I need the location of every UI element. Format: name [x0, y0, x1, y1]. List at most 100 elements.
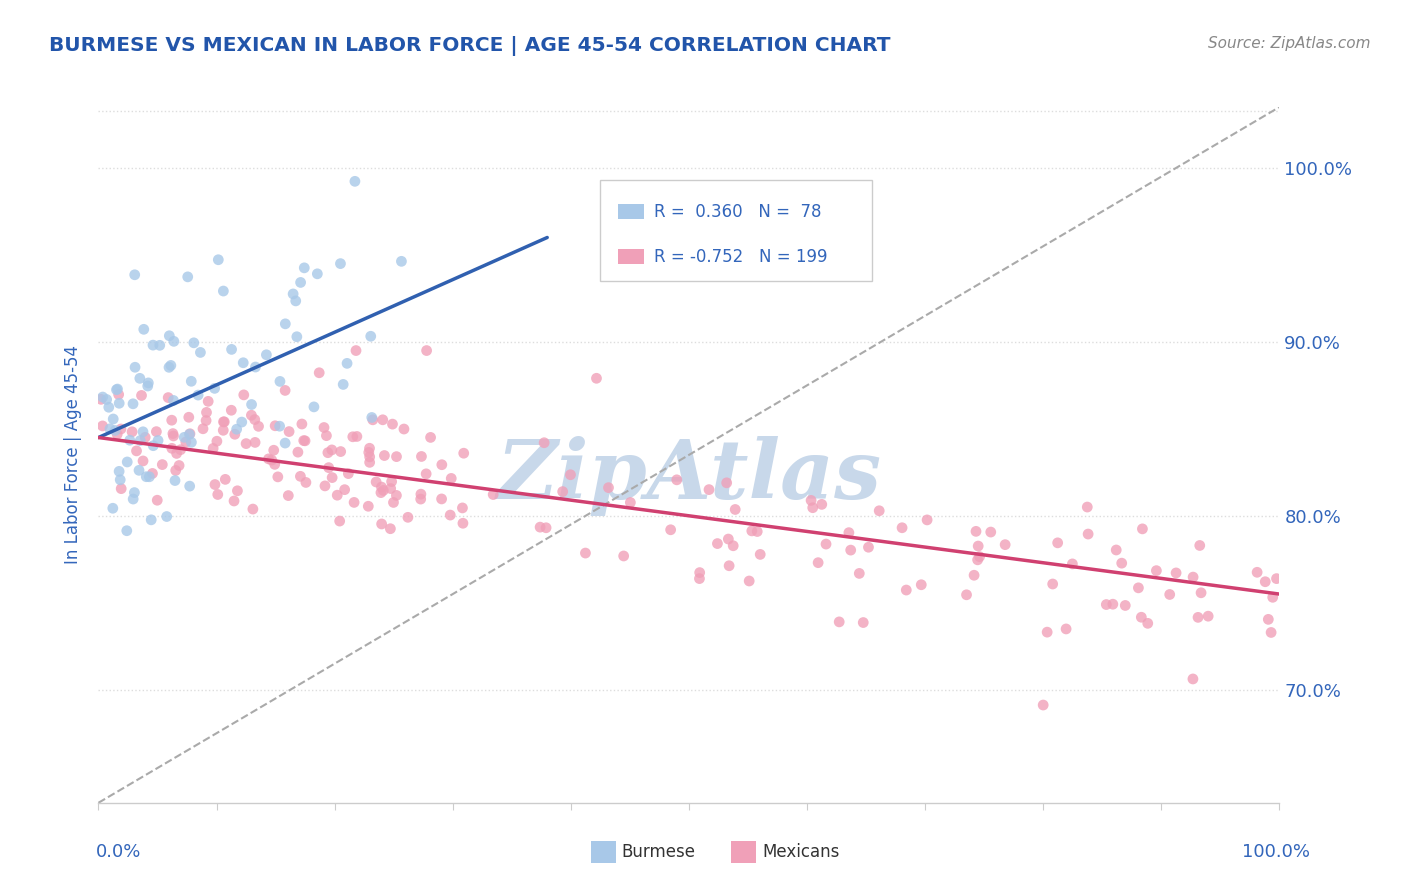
Point [110, 473, 132, 487]
Point [963, 568, 986, 582]
Point [396, 510, 419, 524]
Point [1128, 581, 1150, 595]
Point [385, 450, 408, 464]
Point [179, 426, 201, 441]
Point [415, 467, 437, 481]
Point [1144, 564, 1167, 578]
Point [195, 413, 218, 427]
Point [1265, 572, 1288, 586]
Point [800, 493, 823, 508]
Point [411, 450, 433, 464]
Point [1261, 591, 1284, 605]
Point [221, 343, 243, 357]
Point [104, 424, 127, 438]
Point [150, 458, 173, 472]
Point [135, 469, 157, 483]
Point [858, 540, 880, 554]
Point [142, 439, 165, 453]
Point [343, 495, 366, 509]
Point [257, 451, 280, 466]
Point [357, 500, 380, 514]
Point [105, 427, 128, 442]
Point [294, 434, 316, 448]
Point [263, 443, 285, 458]
Point [1046, 536, 1069, 550]
Point [828, 615, 851, 629]
Point [810, 497, 832, 511]
Point [91, 390, 114, 404]
Point [197, 394, 219, 409]
Point [848, 566, 870, 581]
Point [177, 410, 200, 425]
Point [292, 260, 315, 275]
Point [183, 335, 205, 350]
Point [190, 345, 212, 359]
Point [290, 276, 312, 290]
Point [1246, 566, 1268, 580]
Point [380, 522, 402, 536]
Point [274, 436, 297, 450]
Point [121, 425, 143, 439]
Point [1077, 527, 1099, 541]
Point [706, 536, 728, 550]
Point [222, 494, 245, 508]
Point [108, 464, 131, 478]
Point [107, 387, 129, 401]
Point [264, 418, 287, 433]
Point [318, 460, 340, 475]
Point [360, 329, 382, 343]
Point [224, 427, 246, 442]
Point [370, 516, 392, 531]
Point [163, 334, 186, 349]
Point [718, 558, 741, 573]
Point [380, 482, 402, 496]
Point [689, 566, 711, 580]
Point [214, 415, 236, 429]
Point [839, 543, 862, 558]
Point [370, 485, 392, 500]
Point [260, 453, 283, 467]
Point [337, 467, 360, 481]
Point [156, 509, 179, 524]
Point [852, 615, 875, 630]
Point [180, 435, 202, 450]
Point [551, 484, 574, 499]
Point [329, 444, 352, 458]
Point [247, 419, 270, 434]
Point [419, 430, 441, 444]
Point [1189, 586, 1212, 600]
Point [124, 268, 146, 282]
Point [115, 455, 138, 469]
Point [1187, 610, 1209, 624]
Point [167, 458, 190, 473]
Text: R = -0.752   N = 199: R = -0.752 N = 199 [654, 248, 827, 266]
Point [343, 174, 366, 188]
Point [146, 493, 169, 508]
Point [721, 539, 744, 553]
Point [439, 508, 461, 522]
Point [321, 442, 343, 457]
Text: Source: ZipAtlas.com: Source: ZipAtlas.com [1208, 36, 1371, 51]
Point [430, 458, 453, 472]
Point [205, 434, 228, 449]
Point [359, 442, 381, 456]
Point [160, 442, 183, 456]
Point [145, 425, 167, 439]
Point [146, 434, 169, 448]
Point [749, 548, 772, 562]
Point [1054, 622, 1077, 636]
Point [1136, 616, 1159, 631]
Point [415, 343, 437, 358]
Point [357, 445, 380, 459]
Text: Mexicans: Mexicans [762, 843, 839, 861]
Point [245, 359, 267, 374]
Point [162, 429, 184, 443]
Point [1042, 577, 1064, 591]
Point [267, 470, 290, 484]
Point [295, 475, 318, 490]
Point [290, 469, 312, 483]
Point [717, 532, 740, 546]
Point [307, 267, 329, 281]
Point [697, 483, 720, 497]
Point [284, 293, 307, 308]
